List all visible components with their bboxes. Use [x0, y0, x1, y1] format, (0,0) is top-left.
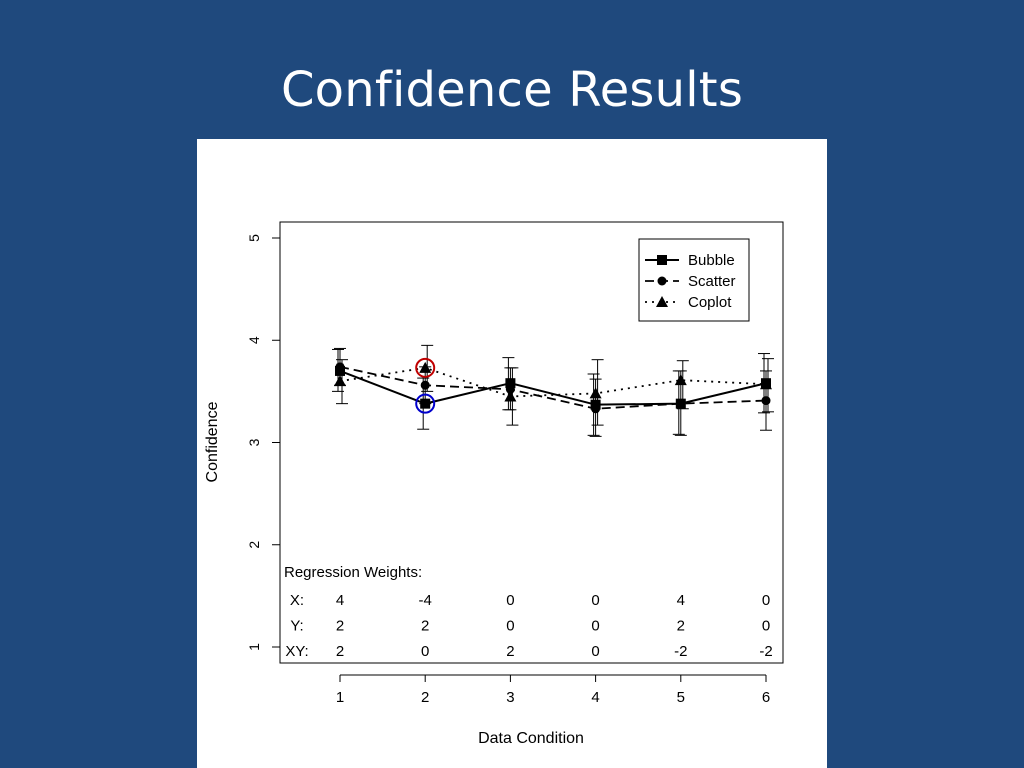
highlight-circles [415, 357, 436, 414]
series-line-bubble [339, 369, 767, 406]
marker-coplot [674, 374, 687, 386]
x-axis-title: Data Condition [478, 730, 584, 747]
confidence-chart: 1 2 3 4 5 1 2 3 4 5 6 Regression Weights: X: 4 -4 0 0 4… [204, 221, 784, 747]
regression-value: -2 [759, 643, 772, 660]
y-tick-label: 1 [246, 643, 262, 651]
legend: Bubble Scatter Coplot [638, 238, 750, 322]
regression-value: 0 [506, 618, 514, 635]
marker-coplot [419, 361, 432, 373]
marker-scatter [505, 384, 515, 394]
marker-coplot [760, 378, 772, 390]
regression-value: -4 [419, 592, 432, 609]
regression-value: 0 [591, 592, 599, 609]
regression-value: 4 [677, 592, 685, 609]
marker-bubble [420, 398, 431, 409]
regression-value: 0 [762, 618, 770, 635]
regression-weights-table: Regression Weights: X: 4 -4 0 0 4 0 Y: 2 2 0 0 2 0 XY: 2… [284, 564, 773, 660]
regression-value: 2 [336, 618, 344, 635]
regression-row-label: Y: [290, 618, 303, 635]
x-tick-label: 3 [506, 689, 514, 706]
highlight-circle [415, 357, 436, 378]
regression-value: 2 [506, 643, 514, 660]
marker-scatter [335, 362, 345, 372]
legend-marker-coplot [656, 296, 668, 307]
regression-value: -2 [674, 643, 687, 660]
x-tick-label: 2 [421, 689, 429, 706]
x-axis: 1 2 3 4 5 6 [336, 674, 770, 706]
marker-coplot [334, 375, 346, 387]
legend-box [638, 238, 750, 322]
y-tick-label: 3 [246, 438, 262, 446]
legend-label: Bubble [688, 252, 735, 269]
marker-bubble [505, 378, 516, 389]
marker-coplot [504, 390, 517, 402]
marker-scatter [676, 399, 686, 409]
highlight-circle [415, 393, 436, 414]
legend-label: Coplot [688, 294, 732, 311]
y-axis: 1 2 3 4 5 [246, 234, 281, 651]
regression-value: 0 [591, 643, 599, 660]
plot-panel: 1 2 3 4 5 1 2 3 4 5 6 Regression Weights: X: 4 -4 0 0 4… [197, 139, 827, 768]
y-axis-title: Confidence [204, 401, 221, 482]
y-tick-label: 4 [246, 336, 262, 344]
marker-coplot [589, 387, 602, 399]
regression-value: 2 [336, 643, 344, 660]
series-markers [334, 361, 772, 414]
x-tick-label: 6 [762, 689, 770, 706]
series-lines [339, 365, 767, 410]
regression-value: 2 [421, 618, 429, 635]
regression-row-label: XY: [285, 643, 308, 660]
legend-label: Scatter [688, 273, 736, 290]
x-tick-label: 1 [336, 689, 344, 706]
regression-value: 0 [591, 618, 599, 635]
y-tick-label: 5 [246, 234, 262, 242]
series-line-scatter [339, 365, 767, 410]
marker-scatter [761, 396, 771, 406]
error-bars [332, 344, 774, 437]
regression-value: 0 [762, 592, 770, 609]
regression-value: 0 [506, 592, 514, 609]
slide-title: Confidence Results [280, 62, 744, 118]
legend-marker-scatter [657, 276, 667, 286]
marker-scatter [420, 380, 430, 390]
legend-marker-bubble [657, 255, 667, 265]
regression-value: 0 [421, 643, 429, 660]
series-line-coplot [339, 366, 767, 398]
regression-value: 2 [677, 618, 685, 635]
regression-weights-title: Regression Weights: [284, 564, 422, 581]
marker-scatter [591, 404, 601, 414]
y-tick-label: 2 [246, 541, 262, 549]
regression-row-label: X: [290, 592, 304, 609]
x-tick-label: 4 [591, 689, 599, 706]
x-tick-label: 5 [677, 689, 685, 706]
regression-value: 4 [336, 592, 344, 609]
